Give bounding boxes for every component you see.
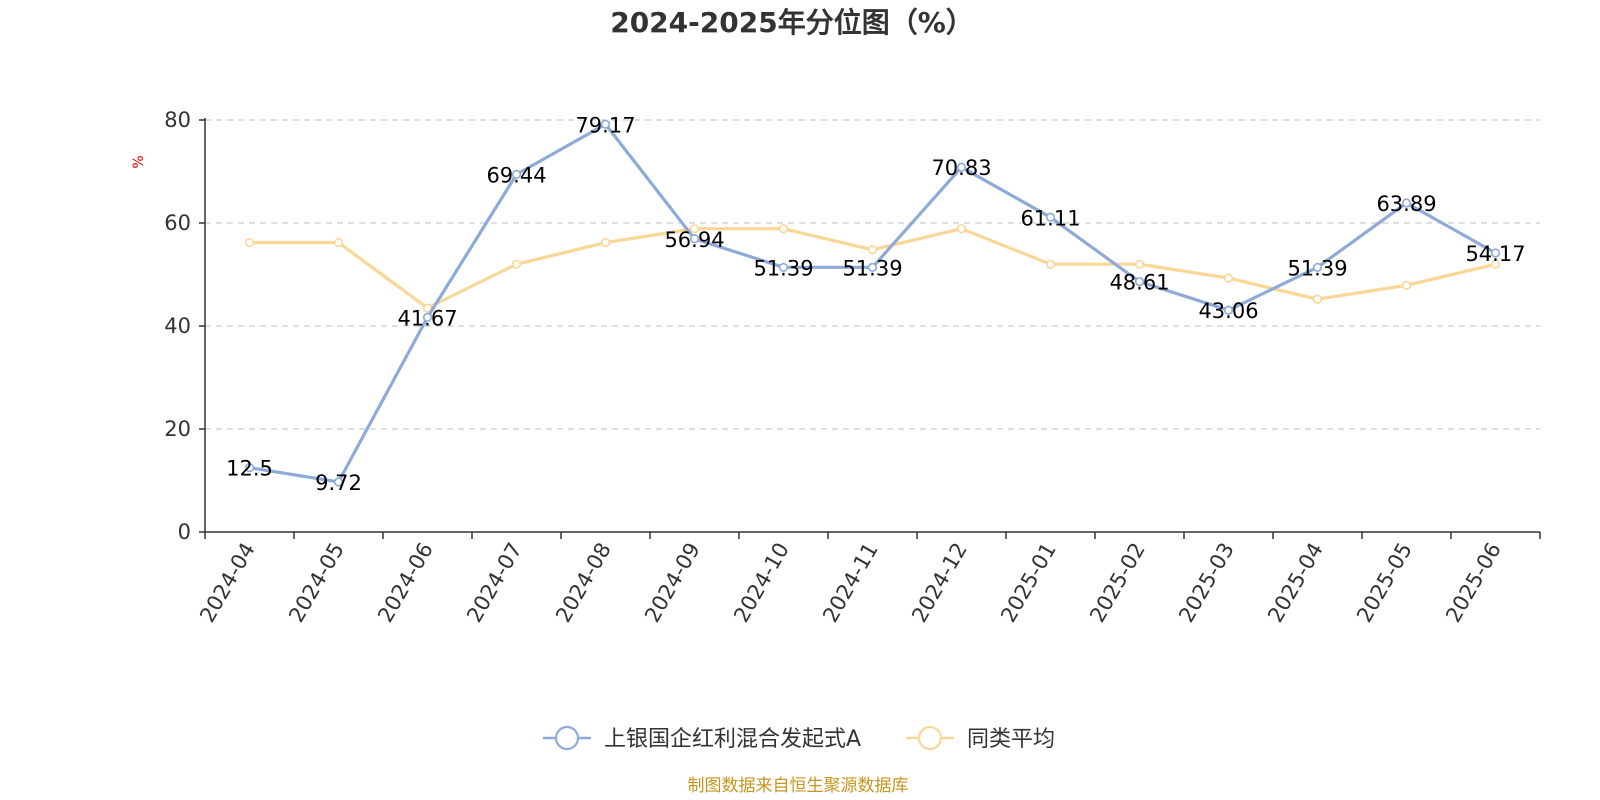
series-0-point[interactable] (778, 262, 789, 272)
series-lines (244, 119, 1501, 487)
series-1-point[interactable] (956, 224, 967, 234)
x-tick-label: 2025-02 (1085, 539, 1150, 627)
y-tick-label: 0 (178, 520, 191, 544)
series-1-point[interactable] (1490, 259, 1501, 269)
data-label: 70.83 (931, 156, 991, 180)
data-source-note: 制图数据来自恒生聚源数据库 (688, 776, 909, 796)
data-label: 43.06 (1198, 299, 1258, 323)
y-tick-label: 80 (164, 108, 191, 132)
series-1-point[interactable] (333, 237, 344, 248)
x-tick-label: 2025-03 (1174, 539, 1239, 627)
series-1-point[interactable] (689, 224, 700, 234)
legend-swatch-marker-0[interactable] (554, 725, 580, 751)
data-label: 63.89 (1376, 192, 1436, 216)
x-tick-label: 2024-04 (195, 539, 260, 627)
series-0-point[interactable] (600, 119, 611, 129)
x-tick-label: 2024-12 (907, 539, 972, 627)
data-label: 51.39 (753, 256, 813, 280)
series-0-point[interactable] (689, 234, 700, 244)
data-label: 51.39 (842, 256, 902, 280)
data-label: 41.67 (397, 306, 457, 330)
x-tick-label: 2025-06 (1441, 539, 1506, 627)
y-tick-label: 60 (164, 211, 191, 235)
data-label: 12.5 (226, 457, 273, 481)
legend[interactable]: 上银国企红利混合发起式A 同类平均 (543, 725, 1055, 752)
chart-title: 2024-2025年分位图（%） (610, 6, 974, 39)
series-1-point[interactable] (1045, 259, 1056, 269)
series-1-point[interactable] (1134, 259, 1145, 269)
series-0-point[interactable] (333, 477, 344, 487)
series-1-point[interactable] (511, 259, 522, 269)
data-label: 48.61 (1109, 271, 1169, 295)
x-tick-label: 2025-01 (996, 539, 1061, 627)
series-1-point[interactable] (778, 224, 789, 234)
series-0-point[interactable] (1045, 212, 1056, 222)
series-line-0 (247, 122, 1498, 484)
series-1-point[interactable] (1401, 280, 1412, 290)
x-tick-label: 2025-04 (1263, 539, 1328, 627)
data-label: 79.17 (575, 113, 635, 137)
x-tick-label: 2024-11 (818, 539, 883, 627)
data-label: 69.44 (486, 163, 546, 187)
x-tick-label: 2024-09 (640, 539, 705, 627)
series-1-point[interactable] (1223, 273, 1234, 283)
series-1-point[interactable] (867, 245, 878, 255)
legend-swatch-marker-1[interactable] (917, 725, 943, 751)
axes: 0 20 40 60 80 2024-04 2024-05 2024-06 2024-07 202… (164, 108, 1541, 627)
series-1-point[interactable] (422, 303, 433, 313)
y-tick-label: 20 (164, 417, 191, 441)
gridlines (205, 119, 1540, 430)
series-0-point[interactable] (1401, 198, 1412, 208)
y-axis-unit-label: % (131, 155, 147, 168)
data-labels: 12.5 9.72 41.67 69.44 79.17 56.94 51.39 51.39 70… (226, 113, 1525, 495)
data-label: 54.17 (1465, 242, 1525, 266)
x-tick-label: 2024-07 (462, 539, 527, 627)
series-0-point[interactable] (1223, 305, 1234, 315)
series-1-point[interactable] (244, 237, 255, 248)
x-tick-label: 2025-05 (1352, 539, 1417, 627)
series-0-point[interactable] (1490, 248, 1501, 258)
y-tick-label: 40 (164, 314, 191, 338)
x-tick-label: 2024-06 (373, 539, 438, 627)
legend-label-1[interactable]: 同类平均 (967, 727, 1055, 752)
series-1-point[interactable] (600, 237, 611, 248)
data-label: 51.39 (1287, 256, 1347, 280)
series-0-point[interactable] (1134, 277, 1145, 287)
legend-label-0[interactable]: 上银国企红利混合发起式A (604, 727, 861, 752)
data-label: 56.94 (664, 228, 724, 252)
series-0-point[interactable] (422, 312, 433, 322)
x-tick-label: 2024-05 (284, 539, 349, 627)
series-0-point[interactable] (867, 262, 878, 272)
series-0-point[interactable] (1312, 262, 1323, 272)
data-label: 61.11 (1020, 206, 1080, 230)
x-tick-label: 2024-08 (551, 539, 616, 627)
series-1-point[interactable] (1312, 294, 1323, 304)
data-label: 9.72 (315, 471, 362, 495)
series-0-point[interactable] (511, 169, 522, 179)
series-0-point[interactable] (956, 162, 967, 172)
x-tick-label: 2024-10 (729, 539, 794, 627)
series-0-point[interactable] (244, 463, 255, 473)
